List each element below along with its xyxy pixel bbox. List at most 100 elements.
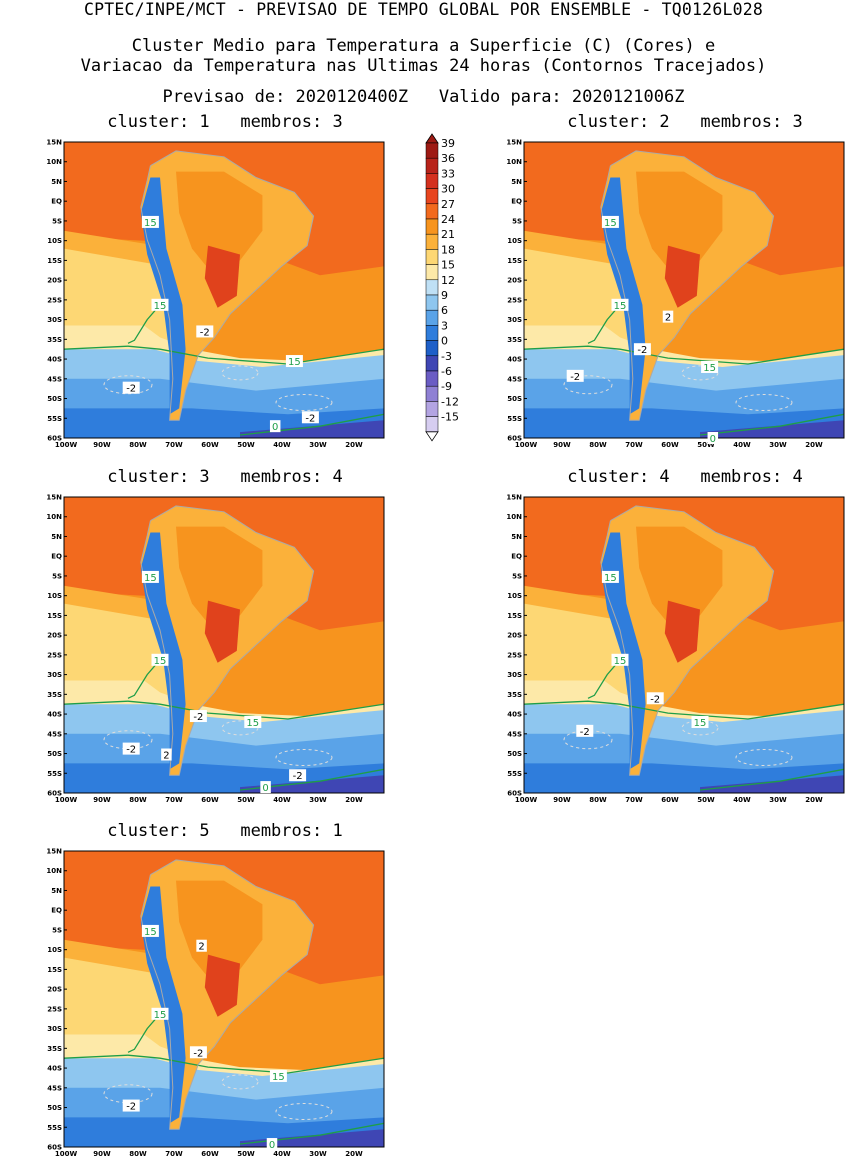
lat-tick-label: 25S [47,296,62,304]
lat-tick-label: 10N [46,158,62,166]
lat-tick-label: EQ [511,553,522,561]
lat-tick-label: 10S [47,592,62,600]
lat-tick-label: 45S [507,375,522,383]
colorbar-swatch [425,264,439,281]
contour-label: 15 [144,218,157,229]
coastline [600,150,775,421]
contour-15 [63,700,385,720]
contour-label-bg [576,724,594,737]
contour-label: 15 [288,357,301,368]
lon-tick-label: 100W [55,1150,78,1158]
coastline [600,505,775,776]
lon-tick-label: 30W [309,796,327,804]
colorbar-swatch [425,218,439,235]
lat-tick-label: 40S [47,356,62,364]
colorbar-swatch [425,370,439,387]
lon-tick-label: 30W [769,796,787,804]
page-title: CPTEC/INPE/MCT - PREVISAO DE TEMPO GLOBA… [84,0,763,19]
colorbar-label: 24 [441,213,455,226]
lat-tick-label: 60S [47,1144,62,1152]
contour-label: -2 [126,1102,136,1113]
lat-tick-label: 25S [47,651,62,659]
lon-tick-label: 80W [129,441,147,449]
lat-tick-label: 55S [507,770,522,778]
map-svg: 15N 10N 5N EQ 5S 10S 15S 20S 25S 30S 35S 40S 45S 50S 5… [46,848,385,1158]
cluster-1-title: cluster: 1 membros: 3 [107,112,343,132]
contour-label: -2 [193,1048,203,1059]
lat-tick-label: 40S [507,356,522,364]
cluster-5-title: cluster: 5 membros: 1 [107,821,343,841]
contour-label-bg [141,215,159,228]
lat-tick-label: 5N [511,533,522,541]
colorbar-swatch [425,142,439,159]
colorbar-label: 27 [441,198,455,211]
cluster-1-map: 15N 10N 5N EQ 5S 10S 15S 20S 25S 30S 35S 40S 45S 50S 5… [38,133,385,449]
lat-tick-label: 20S [47,986,62,994]
contour-0 [239,413,385,436]
lat-tick-label: 55S [47,1124,62,1132]
colorbar-bottom-arrow [425,431,439,442]
colorbar-label: 30 [441,183,455,196]
continent-hot-spot [204,954,240,1017]
colorbar-swatch [425,385,439,402]
lat-tick-label: 5S [52,217,62,225]
colorbar-swatch [425,325,439,341]
lat-tick-label: 20S [507,277,522,285]
contour-label: 0 [710,434,716,445]
lat-tick-label: 50S [507,750,522,758]
cluster-2-title: cluster: 2 membros: 3 [567,112,803,132]
lon-tick-label: 20W [345,796,363,804]
lat-tick-label: 30S [507,316,522,324]
lat-tick-label: 5S [52,926,62,934]
contour-label: -2 [637,345,647,356]
cluster-5-map: 15N 10N 5N EQ 5S 10S 15S 20S 25S 30S 35S 40S 45S 50S 5… [38,842,385,1158]
contour-label-bg [301,411,319,424]
contour-0 [239,1122,385,1145]
lat-tick-label: 60S [47,435,62,443]
contour-label-bg [141,570,159,583]
lon-tick-label: 70W [165,441,183,449]
lon-tick-label: 40W [733,796,751,804]
dashed-contour [103,375,153,395]
colorbar-label: 12 [441,274,455,287]
lat-tick-label: 15N [46,494,62,502]
contour-label-bg [122,742,140,755]
lat-tick-label: 55S [47,415,62,423]
coastline [140,505,315,776]
lat-tick-label: EQ [51,198,62,206]
contour-label-bg [707,432,719,444]
lat-tick-label: EQ [511,198,522,206]
lon-tick-label: 40W [273,1150,291,1158]
lat-tick-label: 35S [47,1045,62,1053]
continent-hot-spot [204,600,240,663]
contour-label: -2 [126,384,136,395]
contour-label: -2 [570,372,580,383]
cluster-2-map: 15N 10N 5N EQ 5S 10S 15S 20S 25S 30S 35S 40S 45S 50S 5… [498,133,845,449]
lat-tick-label: 10S [47,237,62,245]
contour-label: 0 [272,422,278,433]
contour-label-bg [285,355,303,368]
lat-tick-label: 35S [47,336,62,344]
forecast-validity-line: Previsao de: 2020120400Z Valido para: 20… [162,87,685,107]
lat-tick-label: EQ [51,553,62,561]
colorbar-label: 21 [441,228,455,241]
lat-tick-label: 15N [506,494,522,502]
band-21 [524,248,630,350]
colorbar-swatch [425,355,439,372]
colorbar-label: -6 [441,365,452,378]
lon-tick-label: 90W [93,796,111,804]
lon-tick-label: 80W [129,796,147,804]
dashed-contour [221,1074,259,1090]
lon-tick-label: 80W [129,1150,147,1158]
band-21 [524,603,630,705]
lat-tick-label: 15N [506,139,522,147]
lat-tick-label: 20S [47,277,62,285]
lat-tick-label: 40S [47,1065,62,1073]
cluster-4-map: 15N 10N 5N EQ 5S 10S 15S 20S 25S 30S 35S 40S 45S 50S 5… [498,488,845,804]
colorbar-label: 9 [441,289,448,302]
contour-label-bg [269,420,281,433]
andes-cold-strip [140,532,186,770]
contour-label: 2 [665,313,671,324]
map-frame [63,141,385,439]
